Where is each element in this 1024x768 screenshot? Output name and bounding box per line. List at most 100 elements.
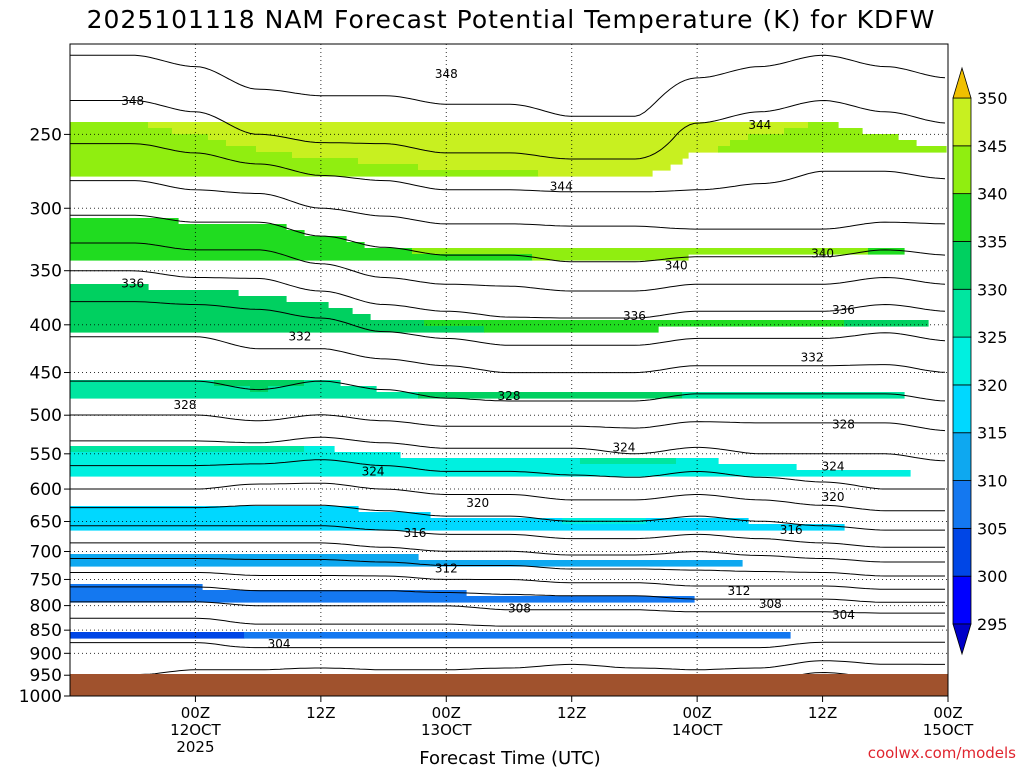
heat-cell xyxy=(70,296,287,303)
contour-label: 344 xyxy=(748,118,771,132)
heat-cell xyxy=(70,224,287,231)
contour-line xyxy=(70,414,946,432)
heat-cell xyxy=(646,518,749,525)
contour-label: 336 xyxy=(623,309,646,323)
heat-cell xyxy=(70,506,359,513)
contour-label: 328 xyxy=(832,418,855,432)
contour-label: 332 xyxy=(801,350,824,364)
colorbar-under-arrow xyxy=(952,623,972,656)
contour-label: 316 xyxy=(403,526,426,540)
heat-cell xyxy=(70,122,149,129)
contour-line xyxy=(70,242,946,292)
heat-cell xyxy=(538,170,653,177)
heat-cell xyxy=(208,134,749,141)
colorbar-label: 320 xyxy=(977,376,1008,395)
heat-cell xyxy=(70,596,695,603)
heat-cell xyxy=(70,380,215,387)
y-tick-label: 600 xyxy=(30,480,62,500)
contour-line xyxy=(70,336,946,374)
contour-label: 340 xyxy=(665,258,688,272)
heat-cell xyxy=(358,158,683,165)
contour-label: 324 xyxy=(613,441,636,455)
heat-cell xyxy=(784,128,863,135)
heat-cell xyxy=(70,146,257,153)
heat-cell xyxy=(868,248,905,255)
heat-cell xyxy=(70,524,845,531)
heat-cell xyxy=(730,140,917,147)
contour-line xyxy=(70,525,945,548)
heat-cell xyxy=(70,308,353,315)
heat-cell xyxy=(532,254,689,261)
x-tick-label: 12OCT xyxy=(170,721,221,739)
heat-cell xyxy=(70,248,413,255)
colorbar-swatch xyxy=(952,97,972,147)
heat-cell xyxy=(682,392,905,399)
colorbar-label: 330 xyxy=(977,280,1008,299)
colorbar-swatch xyxy=(952,193,972,242)
colorbar-label: 325 xyxy=(977,328,1008,347)
contour-label: 312 xyxy=(727,584,750,598)
colorbar-label: 345 xyxy=(977,137,1008,156)
heat-cell xyxy=(70,158,359,165)
y-tick-label: 550 xyxy=(30,445,62,465)
colorbar-label: 305 xyxy=(977,519,1008,538)
colorbar-over-arrow xyxy=(952,66,972,99)
credit-text: coolwx.com/models xyxy=(868,744,1016,762)
x-tick-label: 12Z xyxy=(306,704,335,722)
heat-cell xyxy=(70,392,419,399)
colorbar-swatch xyxy=(952,527,972,577)
heat-cell xyxy=(70,284,149,291)
grid-lines xyxy=(70,44,948,696)
contour-line xyxy=(70,180,946,230)
x-tick-label: 14OCT xyxy=(672,721,723,739)
contour-line xyxy=(70,504,945,531)
heat-cell xyxy=(424,320,845,327)
contour-label: 308 xyxy=(508,602,531,616)
heat-cell xyxy=(418,164,671,171)
heat-cell xyxy=(70,464,797,471)
colorbar-swatch xyxy=(952,336,972,386)
contour-line xyxy=(70,558,945,577)
heat-cell xyxy=(718,146,947,153)
heat-cell xyxy=(70,230,305,237)
contour-label: 344 xyxy=(550,180,573,194)
heat-cell xyxy=(226,140,731,147)
colorbar-swatch xyxy=(952,432,972,481)
x-tick-label: 00Z xyxy=(933,704,962,722)
colorbar-label: 295 xyxy=(977,615,1008,634)
heat-cell xyxy=(808,122,839,129)
contour-label: 336 xyxy=(121,277,144,291)
contour-label: 328 xyxy=(498,389,521,403)
y-tick-label: 700 xyxy=(30,543,62,563)
heat-cell xyxy=(70,326,485,333)
x-tick-label: 00Z xyxy=(181,704,210,722)
contour-line xyxy=(70,54,946,117)
y-tick-label: 400 xyxy=(30,316,62,336)
contour-labels: 348 348 344 344 340 340 336 336 336 332 332 328 328 3… xyxy=(121,67,855,651)
colorbar-swatch xyxy=(952,480,972,529)
y-tick-label: 300 xyxy=(30,199,62,219)
heat-cell xyxy=(70,254,533,261)
x-tick-label: 2025 xyxy=(176,738,214,756)
heat-cell xyxy=(268,386,377,393)
contour-label: 332 xyxy=(288,329,311,343)
y-tick-label: 900 xyxy=(30,644,62,664)
heat-cell xyxy=(70,386,251,393)
contour-line xyxy=(70,214,946,263)
heat-cell xyxy=(244,632,791,639)
y-tick-label: 950 xyxy=(30,666,62,686)
heat-cell xyxy=(70,458,581,465)
contour-label: 316 xyxy=(780,523,803,537)
heat-cell xyxy=(70,152,293,159)
contour-lines xyxy=(70,44,946,695)
contour-line xyxy=(70,617,945,627)
plot-area: 348 348 344 344 340 340 336 336 336 332 332 328 328 3… xyxy=(70,44,948,696)
heat-cell xyxy=(70,236,347,243)
colorbar-swatch xyxy=(952,575,972,625)
colorbar-label: 300 xyxy=(977,567,1008,586)
contour-label: 320 xyxy=(822,490,845,504)
contour-line xyxy=(70,380,946,402)
colorbar-label: 350 xyxy=(977,89,1008,108)
colorbar-label: 315 xyxy=(977,424,1008,443)
heat-cell xyxy=(676,458,719,465)
